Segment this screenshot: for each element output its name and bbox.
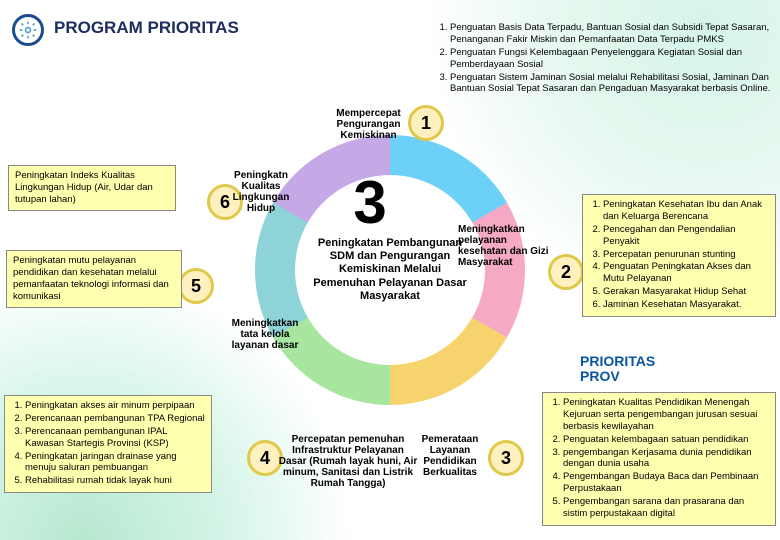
- list-item: Rehabilitasi rumah tidak layak huni: [25, 475, 205, 487]
- list-item: Perencanaan pembangunan TPA Regional: [25, 413, 205, 425]
- seg-label-6: Peningkatn Kualitas Lingkungan Hidup: [228, 170, 294, 214]
- box-health: Peningkatan Kesehatan Ibu dan Anak dan K…: [582, 194, 776, 317]
- seg-label-3: Pemerataan Layanan Pendidikan Berkualita…: [410, 434, 490, 478]
- list-item: Pencegahan dan Pengendalian Penyakit: [603, 224, 769, 248]
- list-item: pengembangan Kerjasama dunia pendidikan …: [563, 447, 769, 471]
- list-item: Peningkatan Kualitas Pendidikan Menengah…: [563, 397, 769, 433]
- list-item: Peningkatan akses air minum perpipaan: [25, 400, 205, 412]
- list-item: Pengembangan Budaya Baca dan Pembinaan P…: [563, 471, 769, 495]
- box-poverty: Penguatan Basis Data Terpadu, Bantuan So…: [436, 22, 778, 96]
- seg-label-5: Meningkatkan tata kelola layanan dasar: [226, 318, 304, 351]
- list-item: Penguatan kelembagaan satuan pendidikan: [563, 434, 769, 446]
- gear-icon: [12, 14, 44, 46]
- list-item: Penguatan Fungsi Kelembagaan Penyelengga…: [450, 47, 778, 71]
- box-education: Peningkatan Kualitas Pendidikan Menengah…: [542, 392, 776, 526]
- node-3: 3: [488, 440, 524, 476]
- node-1: 1: [408, 105, 444, 141]
- list-item: Perencanaan pembangunan IPAL Kawasan Sta…: [25, 426, 205, 450]
- center-diagram: Peningkatan Pembangunan SDM dan Penguran…: [255, 135, 525, 405]
- box-service-quality: Peningkatan mutu pelayanan pendidikan da…: [6, 250, 182, 308]
- center-big-number: 3: [353, 168, 386, 237]
- list-item: Pengembangan sarana dan prasarana dan si…: [563, 496, 769, 520]
- list-item: Peningkatan Kesehatan Ibu dan Anak dan K…: [603, 199, 769, 223]
- seg-label-4: Percepatan pemenuhan Infrastruktur Pelay…: [277, 434, 419, 489]
- list-item: Percepatan penurunan stunting: [603, 249, 769, 261]
- seg-label-2: Meningkatkan pelayanan kesehatan dan Giz…: [458, 224, 550, 268]
- box-env-quality: Peningkatan Indeks Kualitas Lingkungan H…: [8, 165, 176, 211]
- list-item: Jaminan Kesehatan Masyarakat.: [603, 299, 769, 311]
- list-item: Peningkatan jaringan drainase yang menuj…: [25, 451, 205, 475]
- seg-label-1: Mempercepat Pengurangan Kemiskinan: [326, 108, 411, 141]
- node-2: 2: [548, 254, 584, 290]
- priority-title: PRIORITAS PROV: [580, 354, 680, 385]
- node-5: 5: [178, 268, 214, 304]
- list-item: Penguatan Sistem Jaminan Sosial melalui …: [450, 72, 778, 96]
- center-text: Peningkatan Pembangunan SDM dan Penguran…: [300, 180, 480, 360]
- list-item: Gerakan Masyarakat Hidup Sehat: [603, 286, 769, 298]
- list-item: Penguatan Peningkatan Akses dan Mutu Pel…: [603, 261, 769, 285]
- page-title: PROGRAM PRIORITAS: [54, 18, 239, 38]
- list-item: Penguatan Basis Data Terpadu, Bantuan So…: [450, 22, 778, 46]
- box-infrastructure: Peningkatan akses air minum perpipaanPer…: [4, 395, 212, 493]
